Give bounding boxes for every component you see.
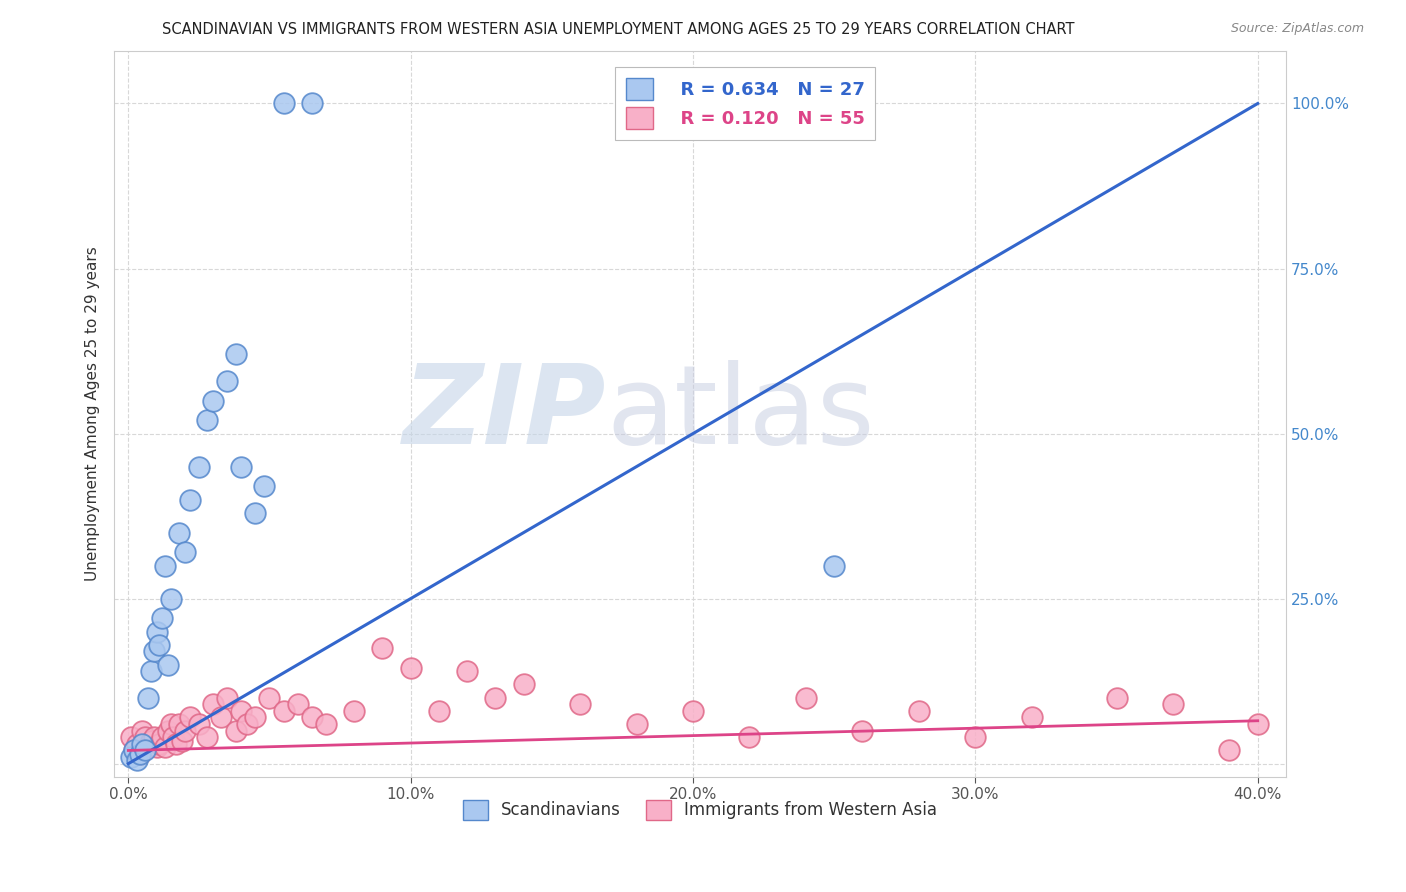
Point xyxy=(1161,698,1184,712)
Point xyxy=(150,731,173,745)
Point xyxy=(122,743,145,757)
Point xyxy=(139,665,162,679)
Point xyxy=(273,96,295,111)
Point xyxy=(134,743,156,757)
Point xyxy=(231,704,253,718)
Point xyxy=(738,731,761,745)
Point xyxy=(125,737,148,751)
Point xyxy=(1247,717,1270,731)
Point xyxy=(245,506,267,520)
Point xyxy=(128,747,150,761)
Point xyxy=(153,740,176,755)
Point xyxy=(682,704,704,718)
Point xyxy=(512,677,534,691)
Point xyxy=(225,347,247,361)
Point xyxy=(202,698,225,712)
Point xyxy=(187,459,209,474)
Point xyxy=(569,698,592,712)
Point xyxy=(217,374,239,388)
Point xyxy=(202,393,225,408)
Point xyxy=(195,413,218,427)
Point xyxy=(187,717,209,731)
Point xyxy=(195,731,218,745)
Point xyxy=(162,731,184,745)
Point xyxy=(148,638,170,652)
Point xyxy=(145,740,167,755)
Point xyxy=(343,704,366,718)
Point xyxy=(217,690,239,705)
Point xyxy=(122,743,145,757)
Point xyxy=(211,710,233,724)
Point xyxy=(484,690,506,705)
Point xyxy=(231,459,253,474)
Point xyxy=(253,479,276,493)
Point xyxy=(456,665,478,679)
Point xyxy=(399,661,422,675)
Point xyxy=(179,710,201,724)
Y-axis label: Unemployment Among Ages 25 to 29 years: Unemployment Among Ages 25 to 29 years xyxy=(86,246,100,582)
Point xyxy=(128,747,150,761)
Legend: Scandinavians, Immigrants from Western Asia: Scandinavians, Immigrants from Western A… xyxy=(456,793,943,827)
Point xyxy=(273,704,295,718)
Text: SCANDINAVIAN VS IMMIGRANTS FROM WESTERN ASIA UNEMPLOYMENT AMONG AGES 25 TO 29 YE: SCANDINAVIAN VS IMMIGRANTS FROM WESTERN … xyxy=(162,22,1076,37)
Point xyxy=(136,740,159,755)
Point xyxy=(120,731,142,745)
Point xyxy=(908,704,931,718)
Point xyxy=(1218,743,1240,757)
Point xyxy=(156,723,179,738)
Point xyxy=(150,611,173,625)
Point xyxy=(823,558,845,573)
Point xyxy=(1021,710,1043,724)
Point xyxy=(156,657,179,672)
Point xyxy=(148,737,170,751)
Point xyxy=(259,690,281,705)
Point xyxy=(371,641,394,656)
Point xyxy=(120,750,142,764)
Point xyxy=(315,717,337,731)
Point xyxy=(159,717,181,731)
Point xyxy=(626,717,648,731)
Point xyxy=(167,717,190,731)
Point xyxy=(165,737,187,751)
Point xyxy=(170,733,193,747)
Text: ZIP: ZIP xyxy=(404,360,606,467)
Point xyxy=(153,558,176,573)
Text: atlas: atlas xyxy=(606,360,875,467)
Point xyxy=(965,731,987,745)
Point xyxy=(236,717,259,731)
Point xyxy=(159,591,181,606)
Point xyxy=(245,710,267,724)
Point xyxy=(131,737,153,751)
Point xyxy=(142,644,165,658)
Point xyxy=(134,731,156,745)
Point xyxy=(794,690,817,705)
Point xyxy=(427,704,450,718)
Point xyxy=(139,733,162,747)
Text: Source: ZipAtlas.com: Source: ZipAtlas.com xyxy=(1230,22,1364,36)
Point xyxy=(167,525,190,540)
Point xyxy=(125,753,148,767)
Point xyxy=(173,545,195,559)
Point xyxy=(145,624,167,639)
Point xyxy=(851,723,873,738)
Point xyxy=(179,492,201,507)
Point xyxy=(287,698,309,712)
Point xyxy=(1105,690,1128,705)
Point xyxy=(225,723,247,738)
Point xyxy=(142,731,165,745)
Point xyxy=(131,723,153,738)
Point xyxy=(136,690,159,705)
Point xyxy=(301,96,323,111)
Point xyxy=(173,723,195,738)
Point xyxy=(301,710,323,724)
